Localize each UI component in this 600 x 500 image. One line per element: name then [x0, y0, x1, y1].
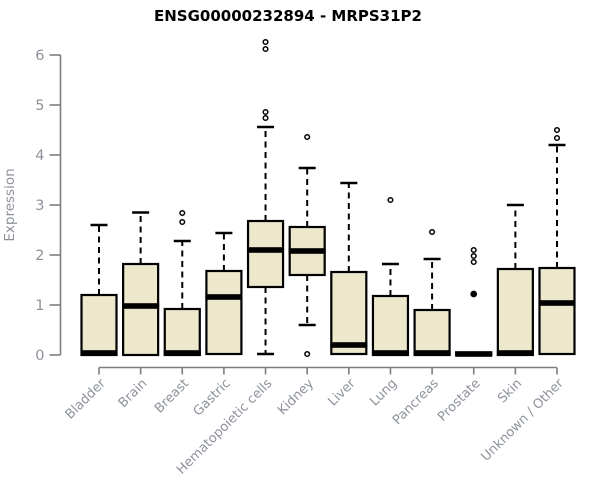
box-group-brain — [122, 211, 160, 357]
box-rect — [163, 307, 201, 357]
box-rect — [413, 308, 451, 357]
box-group-liver — [330, 181, 368, 356]
median-line — [538, 300, 576, 306]
y-tick-label: 1 — [35, 298, 44, 314]
y-tick-label: 0 — [35, 348, 44, 364]
box-rect — [246, 219, 285, 289]
box-group-unknown-other — [538, 126, 576, 356]
box-rect — [538, 266, 576, 356]
median-line — [455, 351, 493, 357]
y-tick-label: 5 — [35, 98, 44, 114]
median-line — [496, 350, 534, 356]
y-tick-label: 4 — [35, 148, 44, 164]
outlier-point — [470, 252, 477, 260]
outlier-point — [553, 126, 561, 134]
outlier-point — [429, 228, 436, 236]
x-category-label: Pancreas — [390, 376, 442, 428]
outlier-point — [262, 38, 269, 46]
median-line — [371, 350, 409, 356]
box-group-hematopoietic-cells — [246, 38, 285, 356]
y-tick-label: 6 — [35, 48, 44, 64]
box-rect — [80, 293, 118, 357]
box-group-breast — [163, 209, 201, 357]
x-category-label: Liver — [325, 376, 359, 410]
box-rect — [205, 269, 243, 356]
box-group-kidney — [288, 133, 326, 358]
box-group-gastric — [205, 231, 243, 356]
median-line — [288, 248, 326, 254]
box-rect — [122, 262, 160, 357]
box-rect — [330, 270, 368, 356]
outlier-point — [304, 133, 311, 141]
outlier-point — [553, 134, 561, 142]
outlier-point — [262, 108, 269, 116]
outlier-point-filled — [470, 290, 478, 298]
box-rect — [496, 267, 534, 357]
box-rect — [371, 294, 410, 357]
box-group-skin — [496, 203, 534, 357]
x-category-label: Kidney — [275, 376, 317, 418]
outlier-point — [179, 209, 186, 217]
x-category-label: Brain — [116, 376, 151, 411]
median-line — [247, 247, 285, 253]
x-category-label: Bladder — [63, 376, 110, 423]
outlier-point — [304, 350, 311, 358]
x-category-label: Prostate — [435, 376, 483, 424]
outlier-point — [262, 114, 269, 122]
chart-title: ENSG00000232894 - MRPS31P2 — [154, 7, 422, 25]
box-group-lung — [371, 196, 410, 357]
median-line — [330, 342, 368, 348]
x-category-label: Breast — [152, 376, 192, 416]
box-group-bladder — [80, 223, 118, 357]
median-line — [80, 350, 118, 356]
y-tick-label: 3 — [35, 198, 44, 214]
median-line — [205, 294, 243, 300]
median-line — [413, 350, 451, 356]
outlier-point — [470, 246, 477, 254]
median-line — [122, 303, 160, 309]
outlier-point — [470, 258, 477, 266]
x-category-label: Lung — [367, 376, 400, 409]
y-axis-title: Expression — [2, 168, 18, 241]
median-line — [163, 350, 201, 356]
box-group-prostate — [455, 246, 493, 357]
box-group-pancreas — [413, 228, 451, 357]
y-tick-label: 2 — [35, 248, 44, 264]
outlier-point — [179, 218, 186, 226]
x-category-label: Skin — [495, 376, 525, 406]
outlier-point — [262, 45, 269, 53]
outlier-point — [387, 196, 394, 204]
